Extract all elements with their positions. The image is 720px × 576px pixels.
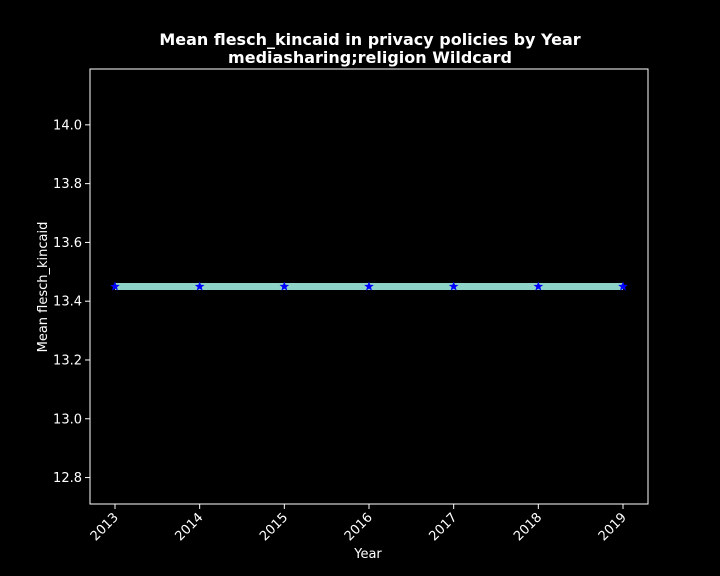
data-point-marker: [364, 281, 374, 291]
series-layer: [110, 281, 628, 291]
x-axis-label: Year: [353, 547, 382, 562]
chart-title: Mean flesch_kincaid in privacy policies …: [159, 30, 580, 49]
data-point-marker: [279, 281, 290, 291]
y-tick-label: 13.2: [53, 353, 82, 368]
y-tick-label: 13.6: [53, 236, 82, 251]
y-tick-label: 13.8: [53, 177, 82, 192]
chart-subtitle: mediasharing;religion Wildcard: [228, 48, 512, 67]
y-tick-label: 12.8: [53, 471, 82, 486]
data-point-marker: [448, 281, 459, 291]
y-axis-label: Mean flesch_kincaid: [36, 222, 51, 353]
data-point-marker: [194, 281, 205, 291]
y-tick-label: 13.0: [53, 412, 82, 427]
y-tick-label: 14.0: [53, 118, 82, 133]
y-tick-label: 13.4: [53, 295, 82, 310]
y-axis: 12.8 13.0 13.2 13.4 13.6 13.8 14.0: [53, 118, 90, 486]
data-point-marker: [110, 281, 120, 291]
data-point-marker: [533, 281, 544, 291]
data-point-marker: [618, 281, 628, 291]
